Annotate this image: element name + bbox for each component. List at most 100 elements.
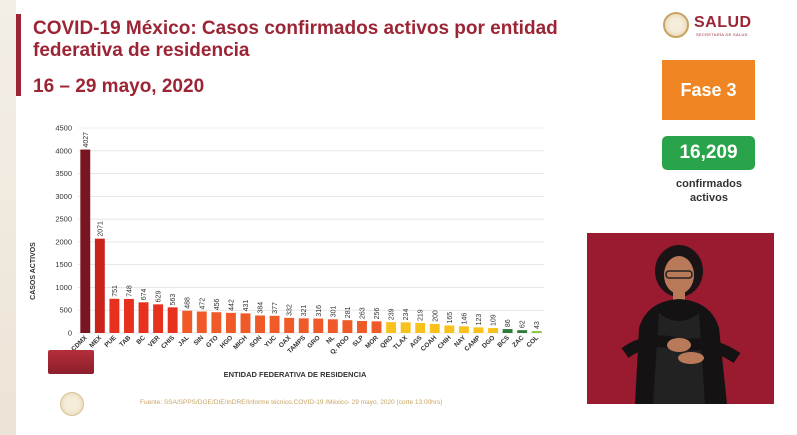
- bar-sin: [196, 311, 207, 333]
- y-tick-label: 3000: [55, 192, 72, 201]
- bar-tamps: [298, 318, 309, 333]
- bar-slp: [357, 321, 367, 333]
- y-tick-label: 2500: [55, 215, 72, 224]
- value-label: 4027: [83, 132, 90, 148]
- y-tick-label: 3500: [55, 169, 72, 178]
- bar-gro: [313, 318, 324, 333]
- x-tick-label: CAMP: [463, 334, 482, 353]
- value-labels: 4027 2071 751 748 674 629 563 488 472 456 442 431 38…: [83, 132, 541, 329]
- y-tick-label: 500: [59, 306, 72, 315]
- bar-chis: [167, 307, 178, 333]
- logo-subtext: SECRETARÍA DE SALUD: [696, 32, 748, 37]
- value-label: 751: [112, 285, 119, 297]
- value-label: 123: [476, 314, 483, 326]
- x-tick-label: COAH: [420, 334, 439, 353]
- x-tick-label: VER: [147, 334, 162, 349]
- x-axis-title: ENTIDAD FEDERATIVA DE RESIDENCIA: [224, 370, 367, 379]
- value-label: 332: [287, 304, 294, 316]
- count-label-line2: activos: [690, 192, 728, 204]
- bar-nl: [327, 319, 338, 333]
- x-tick-label: BC: [135, 334, 147, 346]
- y-axis-title: CASOS ACTIVOS: [30, 242, 37, 300]
- value-label: 748: [126, 285, 133, 297]
- value-label: 43: [534, 321, 541, 329]
- left-decorative-band: [0, 0, 16, 435]
- y-tick-label: 2000: [55, 237, 72, 246]
- bar-coah: [429, 323, 440, 333]
- bar-oax: [284, 317, 295, 333]
- value-label: 384: [258, 302, 265, 314]
- bar-dgo: [488, 328, 498, 333]
- x-tick-label: MEX: [88, 334, 103, 349]
- fase-badge: Fase 3: [662, 60, 755, 120]
- bar-camp: [473, 327, 484, 333]
- value-label: 146: [461, 313, 468, 325]
- x-tick-label: BCS: [496, 334, 511, 349]
- value-label: 62: [520, 320, 527, 328]
- value-label: 674: [141, 289, 148, 301]
- title-accent-bar: [16, 14, 21, 96]
- bar-gto: [211, 312, 222, 333]
- bar-zac: [517, 330, 528, 333]
- value-label: 239: [389, 308, 396, 320]
- x-tick-label: ZAC: [511, 334, 526, 349]
- value-label: 256: [374, 308, 381, 320]
- bar-mex: [94, 238, 105, 333]
- bar-chih: [444, 325, 455, 333]
- chart-bars: [80, 149, 542, 333]
- bar-pue: [109, 298, 120, 333]
- confirmed-active-label: confirmados activos: [650, 177, 768, 205]
- y-tick-label: 0: [68, 329, 72, 338]
- x-tick-label: TLAX: [392, 334, 409, 351]
- value-label: 316: [316, 305, 323, 317]
- x-tick-label: SIN: [193, 334, 206, 347]
- y-tick-label: 1000: [55, 283, 72, 292]
- x-tick-label: GRO: [306, 334, 321, 349]
- bar-bc: [138, 302, 149, 333]
- x-tick-label: YUC: [263, 334, 278, 349]
- x-tick-label: MOR: [364, 334, 380, 350]
- bar-ver: [153, 304, 164, 333]
- value-label: 488: [185, 297, 192, 309]
- bar-q-roo: [342, 320, 353, 333]
- bar-nay: [458, 326, 469, 333]
- x-tick-label: TAB: [118, 334, 132, 348]
- page-title: COVID-19 México: Casos confirmados activ…: [33, 18, 558, 61]
- y-tick-label: 4000: [55, 146, 72, 155]
- value-label: 281: [345, 306, 352, 318]
- mexico-seal-icon: [663, 12, 689, 38]
- bar-son: [255, 315, 265, 333]
- x-tick-label: PUE: [103, 334, 118, 349]
- x-tick-label: HGO: [219, 334, 234, 349]
- x-tick-label: CHIS: [160, 334, 176, 350]
- bar-mor: [371, 321, 382, 333]
- confirmed-active-count: 16,209: [662, 136, 755, 170]
- x-tick-label: MICH: [232, 334, 249, 351]
- value-label: 301: [330, 306, 337, 318]
- value-label: 86: [505, 319, 512, 327]
- value-label: 234: [403, 309, 410, 321]
- value-label: 200: [432, 310, 439, 322]
- bar-yuc: [269, 315, 280, 333]
- value-label: 472: [199, 298, 206, 310]
- x-tick-label: NL: [325, 334, 336, 345]
- value-label: 563: [170, 294, 177, 306]
- bar-ags: [415, 323, 426, 333]
- x-tick-label: GTO: [205, 334, 220, 349]
- x-tick-label: COL: [525, 334, 540, 349]
- x-tick-label: CHIH: [437, 334, 453, 350]
- x-tick-label: JAL: [177, 334, 191, 348]
- sign-language-interpreter-video: [587, 233, 774, 404]
- value-label: 2071: [97, 221, 104, 237]
- x-tick-label: SON: [249, 334, 264, 349]
- source-footnote: Fuente: SSA/SPPS/DGE/DIE/InDRE/Informe t…: [140, 399, 443, 406]
- salud-logo: SALUD SECRETARÍA DE SALUD: [663, 12, 788, 42]
- x-tick-label: DGO: [481, 334, 496, 349]
- bar-col: [531, 331, 542, 333]
- bar-cdmx: [80, 149, 91, 333]
- x-tick-label: SLP: [351, 334, 365, 348]
- value-label: 629: [156, 291, 163, 303]
- bar-mich: [240, 313, 251, 333]
- value-label: 321: [301, 305, 308, 317]
- bar-qro: [386, 322, 397, 333]
